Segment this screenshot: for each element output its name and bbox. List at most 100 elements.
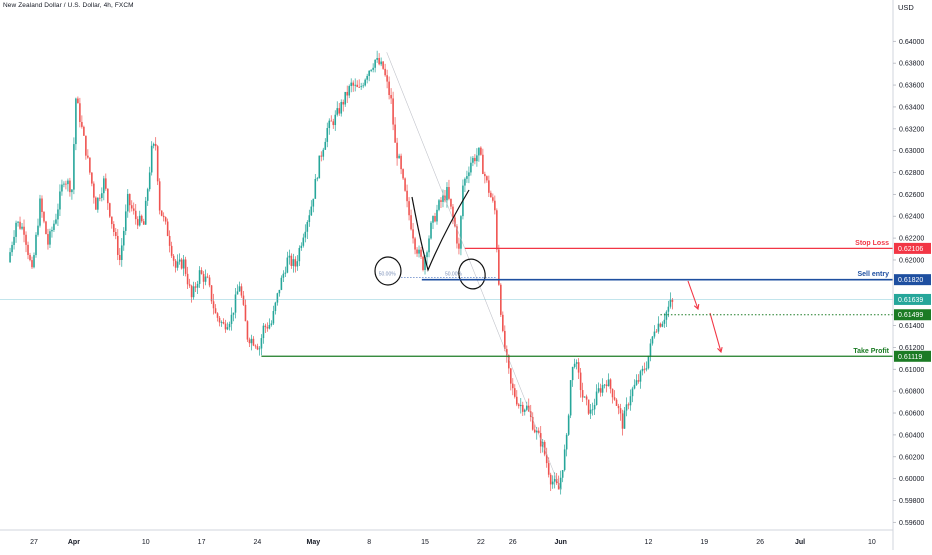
candle-body (164, 217, 167, 222)
candle-body (212, 301, 215, 309)
candle-body (27, 244, 29, 255)
candle-body (663, 319, 666, 324)
candle-body (113, 224, 115, 233)
candle-body (280, 277, 283, 290)
candle-body (61, 184, 63, 192)
candle-body (647, 355, 650, 369)
candle-body (547, 463, 550, 475)
candle-body (418, 249, 420, 254)
candle-body (244, 304, 247, 322)
candle-body (79, 103, 81, 123)
candle-body (218, 317, 221, 323)
candle-body (579, 372, 582, 391)
candle-body (613, 397, 616, 400)
candle-body (452, 206, 454, 218)
candle-body (226, 327, 229, 330)
candle-body (290, 255, 293, 266)
hand-check-mark (411, 189, 470, 272)
candle-body (33, 255, 35, 268)
red-arrow-1-head (693, 303, 700, 311)
candle-body (111, 216, 113, 225)
candle-body (512, 383, 514, 389)
candle-body (140, 215, 143, 222)
candle-body (460, 216, 462, 249)
candle-body (474, 157, 476, 162)
candle-body (264, 325, 267, 328)
currency-label: USD (898, 3, 914, 12)
y-tick-label: 0.61000 (899, 367, 924, 374)
candle-body (414, 238, 416, 250)
candle-body (384, 68, 386, 76)
hand-circle-left (374, 256, 402, 286)
sell-entry-tag (894, 274, 931, 286)
candle-body (182, 259, 185, 269)
candle-body (114, 232, 117, 236)
candle-body (89, 157, 91, 173)
candle-body (196, 283, 199, 288)
candle-body (142, 221, 145, 225)
candle-body (162, 215, 165, 218)
candle-body (669, 299, 672, 307)
stop-loss-tag-value: 0.62106 (898, 246, 923, 253)
candle-body (440, 200, 442, 202)
candle-body (109, 203, 111, 217)
candle-body (635, 380, 638, 385)
candle-body (599, 388, 602, 393)
candle-body (651, 336, 654, 344)
price-tag-0-tag (894, 293, 931, 305)
take-profit-label: Take Profit (853, 348, 889, 355)
y-tick-label: 0.60400 (899, 432, 924, 439)
candle-body (328, 120, 331, 129)
x-tick-label: 8 (367, 539, 371, 546)
candle-body (242, 295, 245, 305)
candle-body (154, 143, 157, 147)
candle-body (581, 390, 584, 398)
candle-body (545, 454, 548, 464)
candle-body (408, 201, 410, 216)
candle-body (665, 311, 668, 320)
candle-body (206, 276, 209, 278)
candle-body (380, 61, 382, 65)
candle-body (222, 322, 225, 324)
candle-body (416, 249, 418, 254)
candle-body (504, 330, 506, 350)
candle-body (374, 59, 376, 68)
candle-body (134, 210, 137, 220)
candle-body (356, 84, 358, 87)
candle-body (358, 86, 360, 88)
candle-body (551, 481, 554, 485)
candle-body (569, 380, 572, 416)
candle-body (91, 172, 93, 184)
candle-body (160, 210, 163, 216)
candle-body (583, 396, 586, 398)
y-tick-label: 0.60600 (899, 411, 924, 418)
candle-body (494, 200, 496, 211)
candle-body (456, 226, 458, 244)
candle-body (25, 234, 27, 245)
x-tick-label: 26 (509, 539, 517, 546)
candle-body (192, 286, 195, 298)
candle-body (186, 273, 189, 285)
candle-body (615, 399, 618, 406)
candle-body (575, 362, 578, 364)
candle-body (577, 362, 580, 373)
candle-body (376, 58, 378, 60)
candle-body (150, 145, 153, 173)
candle-body (392, 98, 394, 125)
candle-body (438, 200, 440, 210)
candle-body (510, 368, 512, 384)
candle-body (126, 193, 129, 212)
candle-body (324, 141, 327, 150)
candle-body (406, 190, 408, 202)
candle-body (629, 396, 632, 406)
candle-body (659, 323, 662, 327)
candle-body (172, 255, 175, 261)
candle-body (609, 379, 612, 389)
candle-body (502, 314, 504, 331)
candle-body (174, 260, 177, 268)
candle-body (468, 172, 470, 177)
candle-body (400, 155, 402, 170)
candle-body (378, 58, 380, 65)
candle-body (298, 247, 301, 262)
